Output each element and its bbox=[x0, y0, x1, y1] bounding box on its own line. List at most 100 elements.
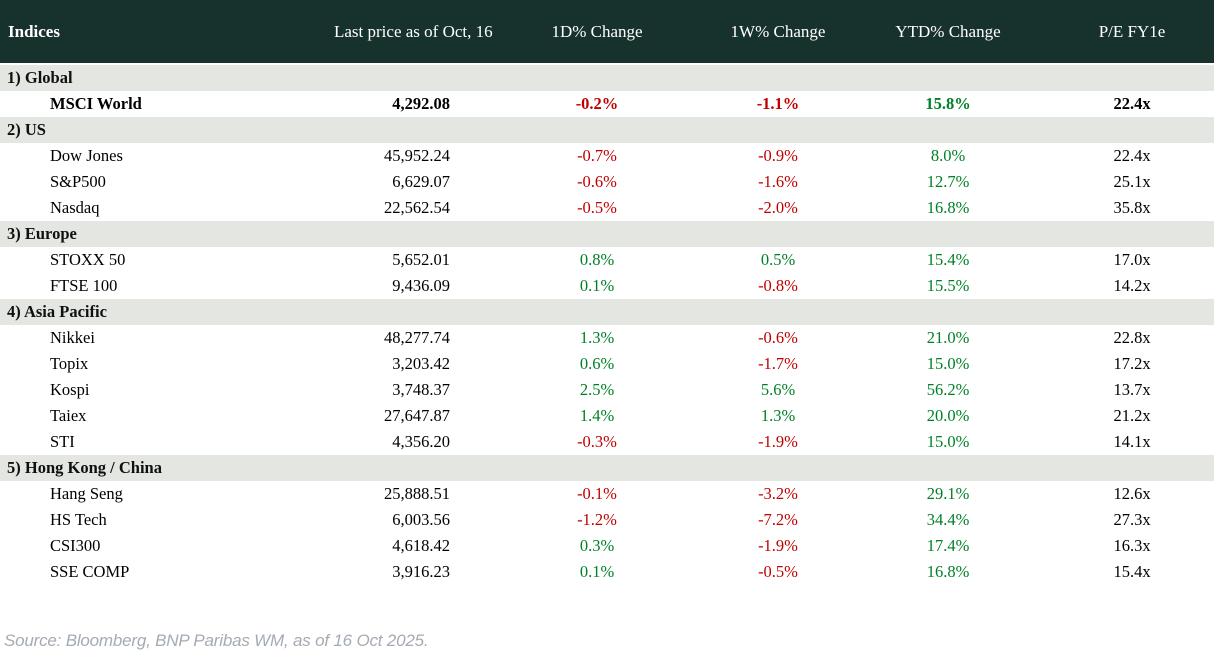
pe-fy1e-cell: 17.0x bbox=[1113, 250, 1151, 269]
index-name-cell: Taiex bbox=[50, 406, 87, 425]
1d-change-cell: -0.3% bbox=[577, 432, 617, 451]
table-row: STOXX 50 5,652.01 0.8% 0.5% 15.4% 17.0x bbox=[0, 247, 1214, 273]
table-row: MSCI World 4,292.08 -0.2% -1.1% 15.8% 22.4x bbox=[0, 91, 1214, 117]
ytd-change-cell: 15.0% bbox=[926, 354, 970, 373]
1w-change-cell: -7.2% bbox=[758, 510, 798, 529]
column-header-ytd-change: YTD% Change bbox=[895, 21, 1001, 41]
1w-change-cell: -1.9% bbox=[758, 432, 798, 451]
ytd-change-cell: 15.5% bbox=[926, 276, 970, 295]
table-row: HS Tech 6,003.56 -1.2% -7.2% 34.4% 27.3x bbox=[0, 507, 1214, 533]
index-name-cell: MSCI World bbox=[50, 94, 142, 113]
1d-change-cell: -0.5% bbox=[577, 198, 617, 217]
pe-fy1e-cell: 22.4x bbox=[1113, 146, 1151, 165]
ytd-change-cell: 16.8% bbox=[926, 198, 970, 217]
table-row: Hang Seng 25,888.51 -0.1% -3.2% 29.1% 12.6x bbox=[0, 481, 1214, 507]
column-header-last-price: Last price as of Oct, 16 bbox=[334, 21, 493, 41]
last-price-cell: 3,916.23 bbox=[392, 562, 450, 581]
index-name-cell: Kospi bbox=[50, 380, 90, 399]
index-name-cell: STOXX 50 bbox=[50, 250, 126, 269]
pe-fy1e-cell: 13.7x bbox=[1113, 380, 1151, 399]
table-row: Topix 3,203.42 0.6% -1.7% 15.0% 17.2x bbox=[0, 351, 1214, 377]
ytd-change-cell: 16.8% bbox=[926, 562, 970, 581]
1w-change-cell: -1.6% bbox=[758, 172, 798, 191]
1w-change-cell: 1.3% bbox=[760, 406, 796, 425]
last-price-cell: 4,292.08 bbox=[392, 94, 450, 113]
last-price-cell: 45,952.24 bbox=[384, 146, 450, 165]
pe-fy1e-cell: 14.1x bbox=[1113, 432, 1151, 451]
index-name-cell: Nasdaq bbox=[50, 198, 100, 217]
pe-fy1e-cell: 25.1x bbox=[1113, 172, 1151, 191]
index-name-cell: Hang Seng bbox=[50, 484, 123, 503]
1w-change-cell: -0.9% bbox=[758, 146, 798, 165]
table-row: Taiex 27,647.87 1.4% 1.3% 20.0% 21.2x bbox=[0, 403, 1214, 429]
ytd-change-cell: 12.7% bbox=[926, 172, 970, 191]
ytd-change-cell: 8.0% bbox=[930, 146, 966, 165]
1w-change-cell: -2.0% bbox=[758, 198, 798, 217]
last-price-cell: 3,203.42 bbox=[392, 354, 450, 373]
table-row: S&P500 6,629.07 -0.6% -1.6% 12.7% 25.1x bbox=[0, 169, 1214, 195]
pe-fy1e-cell: 21.2x bbox=[1113, 406, 1151, 425]
1d-change-cell: 0.1% bbox=[579, 276, 615, 295]
1d-change-cell: 0.1% bbox=[579, 562, 615, 581]
1d-change-cell: 2.5% bbox=[579, 380, 615, 399]
index-name-cell: Dow Jones bbox=[50, 146, 123, 165]
pe-fy1e-cell: 27.3x bbox=[1113, 510, 1151, 529]
ytd-change-cell: 29.1% bbox=[926, 484, 970, 503]
table-row: STI 4,356.20 -0.3% -1.9% 15.0% 14.1x bbox=[0, 429, 1214, 455]
table-row: FTSE 100 9,436.09 0.1% -0.8% 15.5% 14.2x bbox=[0, 273, 1214, 299]
1w-change-cell: -0.8% bbox=[758, 276, 798, 295]
table-row: Nikkei 48,277.74 1.3% -0.6% 21.0% 22.8x bbox=[0, 325, 1214, 351]
1w-change-cell: -0.5% bbox=[758, 562, 798, 581]
index-name-cell: FTSE 100 bbox=[50, 276, 118, 295]
table-row: CSI300 4,618.42 0.3% -1.9% 17.4% 16.3x bbox=[0, 533, 1214, 559]
last-price-cell: 4,356.20 bbox=[392, 432, 450, 451]
table-body: 1) Global MSCI World 4,292.08 -0.2% -1.1% 15.… bbox=[0, 65, 1214, 585]
last-price-cell: 3,748.37 bbox=[392, 380, 450, 399]
table-row: Dow Jones 45,952.24 -0.7% -0.9% 8.0% 22.4x bbox=[0, 143, 1214, 169]
section-header-row: 3) Europe bbox=[0, 221, 1214, 247]
last-price-cell: 25,888.51 bbox=[384, 484, 450, 503]
last-price-cell: 48,277.74 bbox=[384, 328, 450, 347]
column-header-1w-change: 1W% Change bbox=[730, 21, 826, 41]
pe-fy1e-cell: 22.8x bbox=[1113, 328, 1151, 347]
1d-change-cell: 1.3% bbox=[579, 328, 615, 347]
1w-change-cell: 5.6% bbox=[760, 380, 796, 399]
1w-change-cell: -1.1% bbox=[756, 94, 800, 113]
column-header-1d-change: 1D% Change bbox=[551, 21, 643, 41]
index-name-cell: SSE COMP bbox=[50, 562, 130, 581]
1d-change-cell: -1.2% bbox=[577, 510, 617, 529]
index-name-cell: Topix bbox=[50, 354, 89, 373]
last-price-cell: 4,618.42 bbox=[392, 536, 450, 555]
column-header-pe-fy1e: P/E FY1e bbox=[1098, 21, 1166, 41]
1d-change-cell: -0.2% bbox=[575, 94, 619, 113]
index-name-cell: Nikkei bbox=[50, 328, 95, 347]
ytd-change-cell: 15.4% bbox=[926, 250, 970, 269]
section-header-row: 5) Hong Kong / China bbox=[0, 455, 1214, 481]
ytd-change-cell: 17.4% bbox=[926, 536, 970, 555]
1w-change-cell: -0.6% bbox=[758, 328, 798, 347]
ytd-change-cell: 20.0% bbox=[926, 406, 970, 425]
pe-fy1e-cell: 16.3x bbox=[1113, 536, 1151, 555]
1w-change-cell: -1.9% bbox=[758, 536, 798, 555]
ytd-change-cell: 56.2% bbox=[926, 380, 970, 399]
index-name-cell: S&P500 bbox=[50, 172, 106, 191]
table-row: SSE COMP 3,916.23 0.1% -0.5% 16.8% 15.4x bbox=[0, 559, 1214, 585]
table-header-row: Indices Last price as of Oct, 16 1D% Cha… bbox=[0, 0, 1214, 63]
1d-change-cell: -0.6% bbox=[577, 172, 617, 191]
ytd-change-cell: 15.0% bbox=[926, 432, 970, 451]
pe-fy1e-cell: 22.4x bbox=[1113, 94, 1151, 113]
1d-change-cell: 0.6% bbox=[579, 354, 615, 373]
pe-fy1e-cell: 35.8x bbox=[1113, 198, 1151, 217]
last-price-cell: 27,647.87 bbox=[384, 406, 450, 425]
1w-change-cell: -1.7% bbox=[758, 354, 798, 373]
last-price-cell: 6,003.56 bbox=[392, 510, 450, 529]
table-row: Kospi 3,748.37 2.5% 5.6% 56.2% 13.7x bbox=[0, 377, 1214, 403]
section-header-row: 2) US bbox=[0, 117, 1214, 143]
source-note: Source: Bloomberg, BNP Paribas WM, as of… bbox=[4, 631, 429, 650]
pe-fy1e-cell: 15.4x bbox=[1113, 562, 1151, 581]
index-name-cell: HS Tech bbox=[50, 510, 107, 529]
index-name-cell: STI bbox=[50, 432, 75, 451]
1d-change-cell: -0.7% bbox=[577, 146, 617, 165]
table-row: Nasdaq 22,562.54 -0.5% -2.0% 16.8% 35.8x bbox=[0, 195, 1214, 221]
pe-fy1e-cell: 17.2x bbox=[1113, 354, 1151, 373]
